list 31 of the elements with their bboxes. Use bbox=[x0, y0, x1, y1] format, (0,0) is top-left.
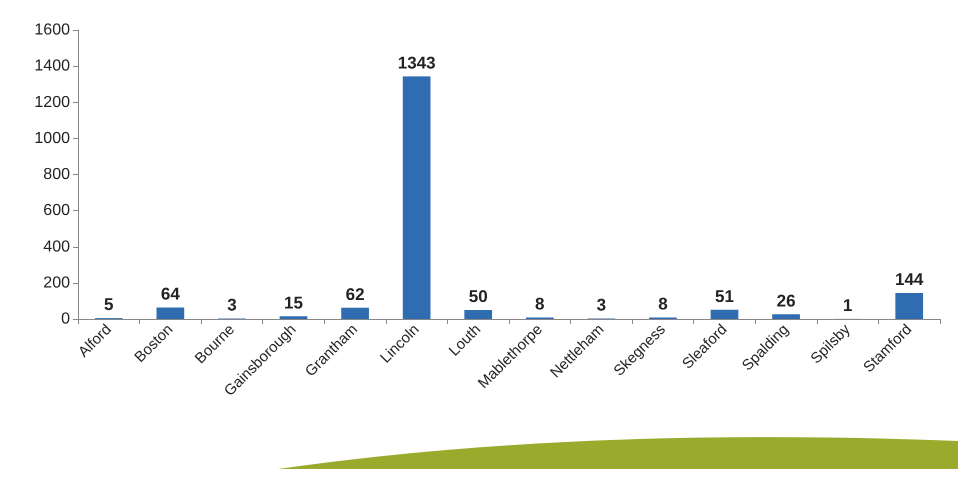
bar bbox=[341, 308, 369, 319]
data-label: 15 bbox=[284, 293, 303, 312]
y-tick-label: 400 bbox=[43, 238, 70, 256]
data-label: 50 bbox=[468, 286, 488, 306]
data-label: 62 bbox=[346, 284, 365, 304]
bar bbox=[402, 76, 430, 319]
bar bbox=[156, 307, 184, 319]
data-label: 1343 bbox=[398, 53, 436, 72]
y-tick-label: 1600 bbox=[34, 22, 70, 38]
data-label: 8 bbox=[658, 294, 668, 314]
data-label: 26 bbox=[776, 291, 796, 310]
data-label: 1 bbox=[842, 296, 852, 315]
bar bbox=[772, 314, 800, 319]
data-label: 3 bbox=[596, 295, 606, 314]
y-tick-label: 600 bbox=[43, 202, 70, 220]
y-tick-label: 0 bbox=[61, 310, 70, 328]
bar bbox=[895, 292, 924, 319]
y-tick-label: 1000 bbox=[34, 130, 70, 147]
data-label: 3 bbox=[227, 295, 237, 314]
y-tick-label: 800 bbox=[43, 166, 70, 183]
data-label: 5 bbox=[104, 295, 114, 314]
data-label: 8 bbox=[535, 294, 545, 314]
data-label: 51 bbox=[715, 286, 734, 306]
bar bbox=[464, 310, 492, 319]
y-tick-label: 200 bbox=[43, 274, 70, 292]
data-label: 144 bbox=[895, 270, 924, 289]
bar bbox=[280, 316, 308, 319]
y-tick-label: 1200 bbox=[34, 94, 70, 111]
bar bbox=[710, 310, 738, 319]
data-label: 64 bbox=[160, 284, 180, 304]
y-tick-label: 1400 bbox=[34, 58, 70, 75]
